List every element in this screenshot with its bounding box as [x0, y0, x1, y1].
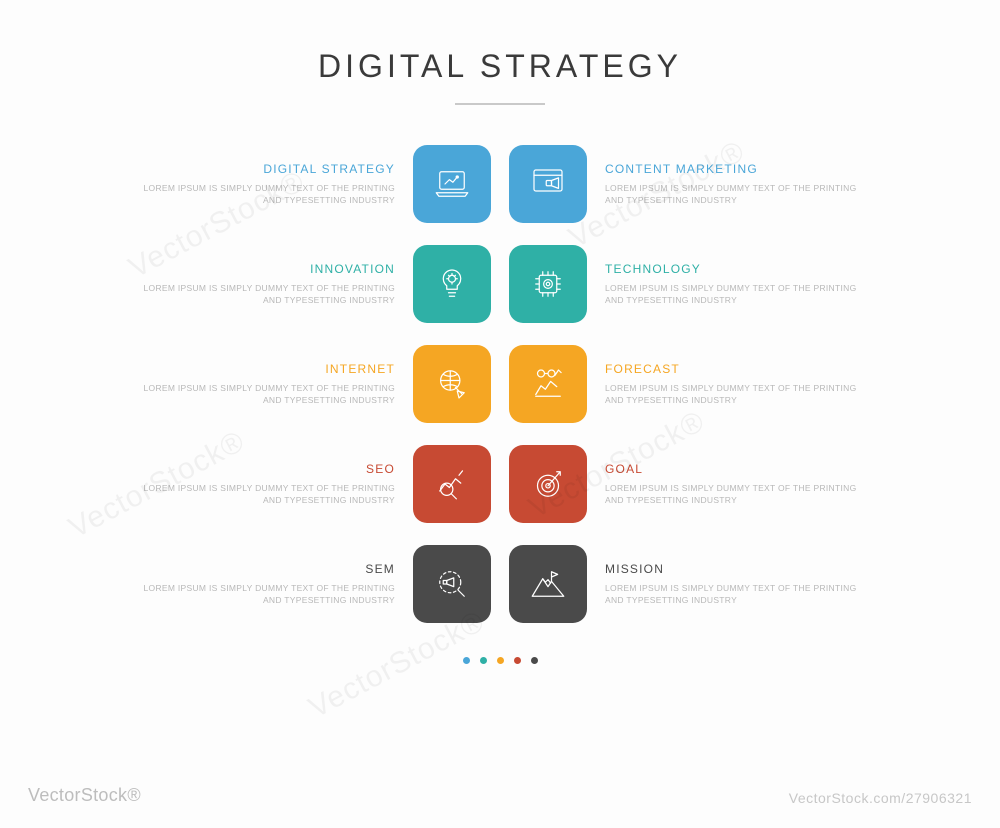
- tile-left-4: [413, 445, 491, 523]
- item-left-5: SEM Lorem Ipsum is simply dummy text of …: [135, 562, 395, 607]
- row-3: INTERNET Lorem Ipsum is simply dummy tex…: [120, 345, 880, 423]
- item-desc: Lorem Ipsum is simply dummy text of the …: [135, 582, 395, 607]
- item-desc: Lorem Ipsum is simply dummy text of the …: [605, 582, 865, 607]
- item-left-4: SEO Lorem Ipsum is simply dummy text of …: [135, 462, 395, 507]
- item-left-1: DIGITAL STRATEGY Lorem Ipsum is simply d…: [135, 162, 395, 207]
- item-desc: Lorem Ipsum is simply dummy text of the …: [605, 182, 865, 207]
- row-4: SEO Lorem Ipsum is simply dummy text of …: [120, 445, 880, 523]
- magnify-megaphone-icon: [431, 563, 473, 605]
- dot-1: [463, 657, 470, 664]
- target-arrow-icon: [527, 463, 569, 505]
- item-desc: Lorem Ipsum is simply dummy text of the …: [605, 382, 865, 407]
- chip-icon: [527, 263, 569, 305]
- row-2: INNOVATION Lorem Ipsum is simply dummy t…: [120, 245, 880, 323]
- binoculars-chart-icon: [527, 363, 569, 405]
- item-title: CONTENT MARKETING: [605, 162, 865, 176]
- item-title: TECHNOLOGY: [605, 262, 865, 276]
- item-right-2: TECHNOLOGY Lorem Ipsum is simply dummy t…: [605, 262, 865, 307]
- tile-left-2: [413, 245, 491, 323]
- item-right-4: GOAL Lorem Ipsum is simply dummy text of…: [605, 462, 865, 507]
- globe-click-icon: [431, 363, 473, 405]
- item-desc: Lorem Ipsum is simply dummy text of the …: [605, 282, 865, 307]
- item-title: DIGITAL STRATEGY: [135, 162, 395, 176]
- infographic-grid: DIGITAL STRATEGY Lorem Ipsum is simply d…: [120, 145, 880, 623]
- item-desc: Lorem Ipsum is simply dummy text of the …: [135, 482, 395, 507]
- item-title: GOAL: [605, 462, 865, 476]
- item-title: INTERNET: [135, 362, 395, 376]
- tile-left-1: [413, 145, 491, 223]
- title-underline: [455, 103, 545, 105]
- item-desc: Lorem Ipsum is simply dummy text of the …: [135, 382, 395, 407]
- tile-left-3: [413, 345, 491, 423]
- tile-right-2: [509, 245, 587, 323]
- tile-right-3: [509, 345, 587, 423]
- item-title: SEM: [135, 562, 395, 576]
- item-title: FORECAST: [605, 362, 865, 376]
- tile-left-5: [413, 545, 491, 623]
- footer-brand: VectorStock®: [28, 785, 141, 806]
- row-5: SEM Lorem Ipsum is simply dummy text of …: [120, 545, 880, 623]
- dot-2: [480, 657, 487, 664]
- item-title: SEO: [135, 462, 395, 476]
- item-title: MISSION: [605, 562, 865, 576]
- tile-right-1: [509, 145, 587, 223]
- mountain-flag-icon: [527, 563, 569, 605]
- item-right-5: MISSION Lorem Ipsum is simply dummy text…: [605, 562, 865, 607]
- item-right-3: FORECAST Lorem Ipsum is simply dummy tex…: [605, 362, 865, 407]
- dot-4: [514, 657, 521, 664]
- footer-id: VectorStock.com/27906321: [789, 790, 972, 806]
- pagination-dots: [0, 657, 1000, 664]
- lightbulb-gear-icon: [431, 263, 473, 305]
- item-left-3: INTERNET Lorem Ipsum is simply dummy tex…: [135, 362, 395, 407]
- item-desc: Lorem Ipsum is simply dummy text of the …: [605, 482, 865, 507]
- tile-right-4: [509, 445, 587, 523]
- megaphone-screen-icon: [527, 163, 569, 205]
- item-desc: Lorem Ipsum is simply dummy text of the …: [135, 182, 395, 207]
- row-1: DIGITAL STRATEGY Lorem Ipsum is simply d…: [120, 145, 880, 223]
- page-title: DIGITAL STRATEGY: [0, 48, 1000, 85]
- item-title: INNOVATION: [135, 262, 395, 276]
- item-right-1: CONTENT MARKETING Lorem Ipsum is simply …: [605, 162, 865, 207]
- laptop-strategy-icon: [431, 163, 473, 205]
- search-chart-icon: [431, 463, 473, 505]
- dot-5: [531, 657, 538, 664]
- tile-right-5: [509, 545, 587, 623]
- item-left-2: INNOVATION Lorem Ipsum is simply dummy t…: [135, 262, 395, 307]
- dot-3: [497, 657, 504, 664]
- item-desc: Lorem Ipsum is simply dummy text of the …: [135, 282, 395, 307]
